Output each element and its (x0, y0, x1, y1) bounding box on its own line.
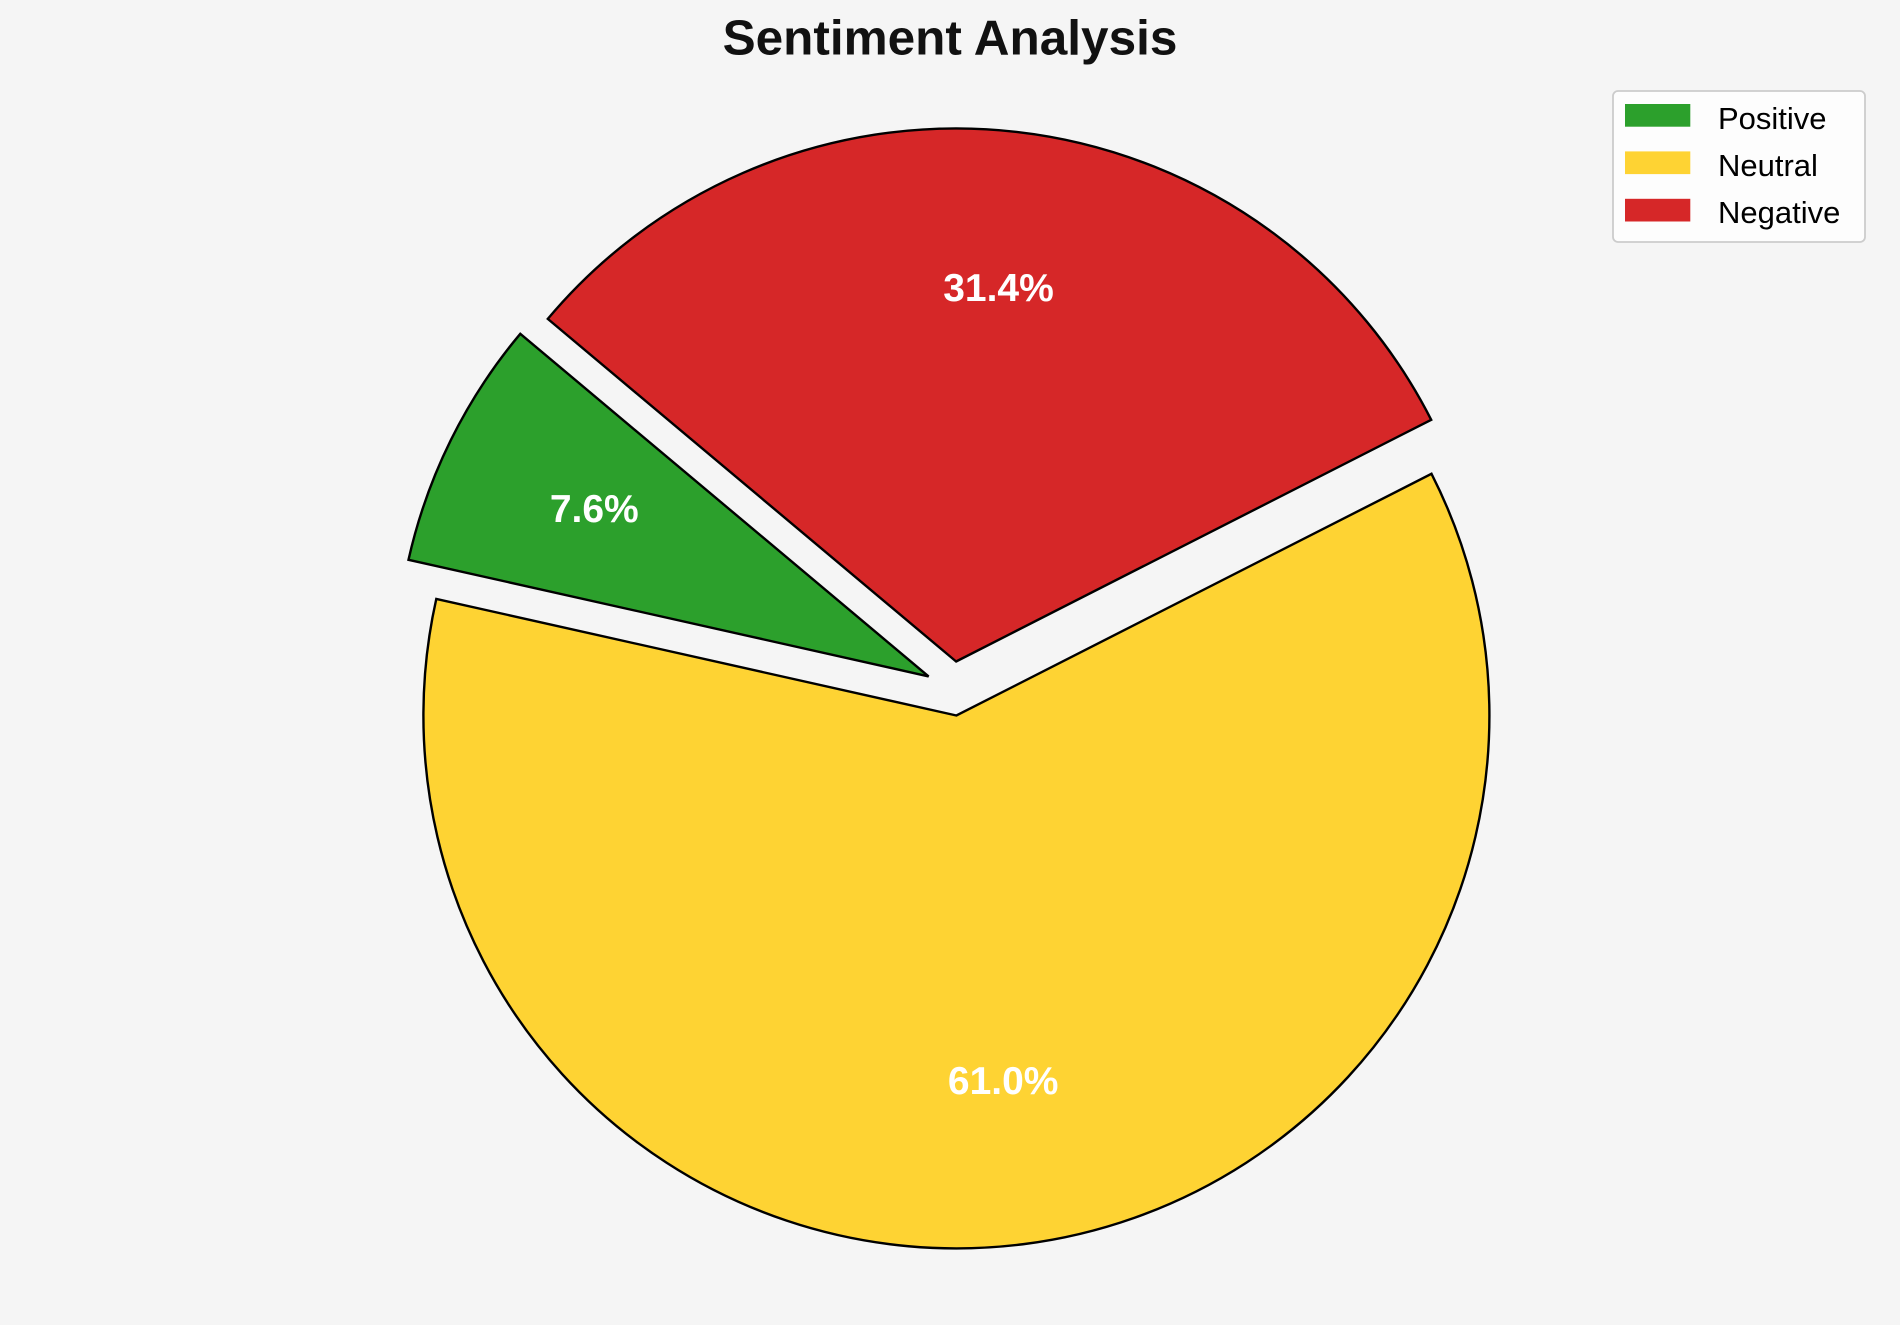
svg-text:Sentiment Analysis: Sentiment Analysis (723, 11, 1178, 66)
svg-text:61.0%: 61.0% (948, 1060, 1059, 1103)
svg-text:Neutral: Neutral (1718, 148, 1818, 183)
svg-text:7.6%: 7.6% (550, 488, 639, 531)
svg-text:Negative: Negative (1718, 195, 1840, 230)
svg-text:Positive: Positive (1718, 101, 1827, 136)
svg-text:31.4%: 31.4% (943, 267, 1054, 310)
